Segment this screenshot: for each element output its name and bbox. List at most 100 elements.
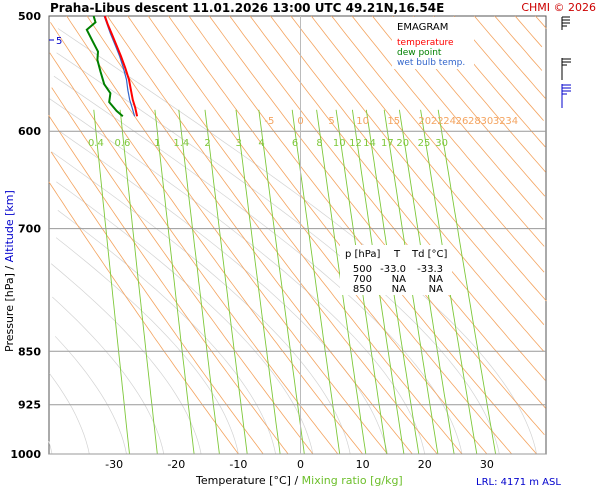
moist-adiabat-line — [56, 181, 314, 455]
isobars — [49, 130, 546, 455]
mixing-ratio-label: 8 — [316, 138, 322, 149]
dry-adiabat-label: 30 — [481, 116, 494, 127]
dry-adiabat-label: 10 — [356, 116, 369, 127]
pressure-tick-label: 700 — [18, 223, 41, 236]
dry-adiabat-line — [229, 15, 546, 409]
dry-adiabat-label: 22 — [431, 116, 444, 127]
mixing-ratio-line — [420, 109, 478, 455]
table-row-2-p: 700 — [353, 274, 372, 285]
mixing-ratio-label: 25 — [418, 138, 431, 149]
dry-adiabat-line — [50, 151, 264, 455]
dry-adiabat-label: 26 — [456, 116, 469, 127]
mixing-ratio-label: 3 — [236, 138, 242, 149]
legend-temperature: temperature — [397, 38, 454, 48]
y-axis-label: Pressure [hPa] / Altitude [km] — [3, 190, 16, 352]
dry-adiabat-label: 15 — [387, 116, 400, 127]
wind-barb-top-icon — [561, 16, 570, 30]
line-labels: -5 0 5 10 15 20 22 24 26 28 30 32 340.4 0.6 1 1.4 2 3 4 6 8 1… — [88, 116, 518, 149]
dry-adiabat-line — [290, 15, 545, 325]
wind-barb-mid-icon — [561, 58, 571, 80]
mixing-ratio-label: 0.4 — [88, 138, 104, 149]
mixing-ratio-line — [235, 109, 281, 455]
dry-adiabat-line — [270, 15, 544, 352]
mixing-ratio-label: 0.6 — [114, 138, 130, 149]
pressure-tick-label: 1000 — [10, 448, 41, 461]
temperature-tick-label: 0 — [297, 458, 304, 471]
mixing-ratio-line — [204, 109, 248, 455]
values-table: p [hPa] T Td [°C] 500 -33.0 -33.3 700 NA… — [340, 245, 452, 295]
copyright: CHMI © 2026 — [521, 1, 596, 14]
mixing-ratio-label: 1.4 — [173, 138, 189, 149]
temperature-tick-label: -20 — [167, 458, 185, 471]
svg-text:Pressure [hPa] / Altitude [km]: Pressure [hPa] / Altitude [km] — [3, 190, 16, 352]
dry-adiabat-label: -5 — [264, 116, 274, 127]
table-row-1-td: -33.3 — [417, 264, 443, 275]
dry-adiabat-line — [66, 15, 388, 455]
moist-adiabat-line — [54, 336, 127, 455]
dry-adiabat-label: 32 — [493, 116, 506, 127]
mixing-ratio-line — [154, 109, 195, 455]
lrl-label: LRL: 4171 m ASL — [476, 477, 561, 488]
mixing-ratio-label: 6 — [292, 138, 298, 149]
mixing-ratio-line — [178, 109, 220, 455]
temperature-tick-label: 30 — [480, 458, 494, 471]
dry-adiabat-line — [48, 181, 239, 455]
dry-adiabat-line — [514, 15, 543, 48]
mixing-ratio-label: 2 — [204, 138, 210, 149]
dew-point-profile — [85, 15, 124, 118]
dry-adiabat-line — [473, 15, 547, 100]
dry-adiabat-line — [351, 15, 545, 247]
dry-adiabat-line — [310, 15, 547, 302]
temperature-tick-label: -10 — [229, 458, 247, 471]
mixing-ratio-line — [335, 109, 388, 455]
chart-title: Praha-Libus descent 11.01.2026 13:00 UTC… — [50, 1, 444, 15]
temperature-tick-label: 10 — [356, 458, 370, 471]
mixing-ratio-line — [119, 109, 158, 455]
mixing-ratio-line — [351, 109, 405, 455]
pressure-tick-label: 925 — [18, 399, 41, 412]
pressure-tick-label: 500 — [18, 10, 41, 23]
mixing-ratio-label: 1 — [154, 138, 160, 149]
moist-adiabat-line — [55, 237, 239, 455]
wind-barbs — [561, 16, 571, 108]
table-row-1-t: -33.0 — [380, 264, 406, 275]
mixing-ratio-line — [383, 109, 439, 455]
legend-title: EMAGRAM — [397, 22, 448, 33]
dry-adiabat-line — [127, 15, 463, 455]
table-row-1-p: 500 — [353, 264, 372, 275]
svg-text:Temperature [°C] / Mixing ra: Temperature [°C] / Mixing ratio [g/kg] — [195, 474, 403, 487]
legend-box — [392, 17, 474, 69]
dry-adiabat-label: 20 — [418, 116, 431, 127]
dry-adiabat-label: 28 — [468, 116, 481, 127]
mixing-ratio-label: 10 — [333, 138, 346, 149]
mixing-ratio-label: 4 — [258, 138, 264, 149]
table-row-2-td: NA — [429, 274, 443, 285]
dry-adiabat-label: 0 — [297, 116, 303, 127]
x-axis-label-temperature: Temperature [°C] — [195, 474, 291, 487]
legend-wet-bulb: wet bulb temp. — [397, 58, 465, 68]
mixing-ratio-line — [365, 109, 420, 455]
table-row-2-t: NA — [392, 274, 406, 285]
table-box — [340, 245, 452, 295]
dry-adiabat-line — [51, 87, 314, 455]
dry-adiabat-line — [107, 15, 438, 455]
y-axis-label-pressure: Pressure [hPa] — [3, 273, 16, 352]
mixing-ratio-label: 20 — [396, 138, 409, 149]
altitude-tick-label: 5 — [56, 36, 62, 47]
y-axis-label-altitude: Altitude [km] — [3, 190, 16, 262]
mixing-ratio-line — [291, 109, 341, 455]
dry-adiabat-label: 5 — [328, 116, 334, 127]
sounding-profiles — [85, 15, 139, 118]
temperature-tick-label: -30 — [105, 458, 123, 471]
table-row-3-t: NA — [392, 284, 406, 295]
temperature-profile — [103, 15, 139, 117]
mixing-ratio-line — [93, 109, 130, 455]
dry-adiabat-line — [147, 15, 488, 455]
table-header-td: Td [°C] — [411, 249, 448, 260]
mixing-ratio-line — [258, 109, 305, 455]
mixing-ratio-label: 30 — [435, 138, 448, 149]
legend: EMAGRAM temperature dew point wet bulb t… — [392, 17, 474, 69]
x-axis-label-sep: / — [294, 474, 298, 487]
dry-adiabat-label: 34 — [505, 116, 518, 127]
